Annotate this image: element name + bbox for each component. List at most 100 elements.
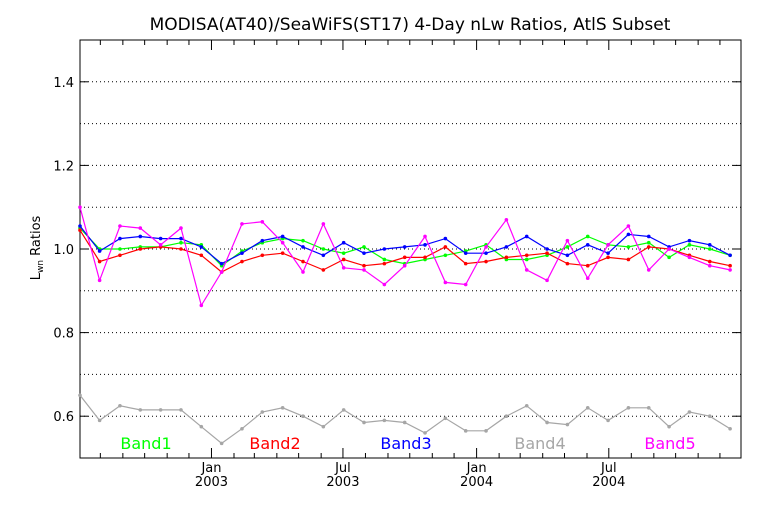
data-point-band1 — [707, 247, 712, 251]
data-point-band3 — [504, 245, 509, 249]
data-point-band5 — [402, 263, 407, 268]
data-point-band4 — [158, 408, 163, 412]
data-point-band3 — [341, 240, 346, 245]
data-point-band4 — [565, 422, 570, 427]
data-point-band1 — [301, 238, 305, 243]
legend-band5: Band5 — [644, 434, 695, 453]
data-point-band1 — [443, 253, 448, 258]
data-point-band3 — [565, 253, 570, 258]
data-point-band2 — [321, 268, 326, 272]
data-point-band1 — [687, 243, 692, 247]
data-point-band2 — [707, 259, 712, 264]
legend-band3: Band3 — [380, 434, 431, 453]
data-point-band3 — [321, 253, 326, 258]
data-point-band4 — [524, 403, 529, 408]
data-point-band2 — [341, 257, 346, 262]
data-point-band1 — [179, 240, 183, 245]
data-point-band5 — [443, 280, 448, 285]
data-point-band4 — [78, 393, 82, 398]
data-point-band3 — [443, 236, 448, 241]
data-point-band5 — [240, 222, 244, 226]
data-point-band3 — [606, 251, 610, 255]
data-point-band2 — [301, 259, 305, 264]
data-point-band2 — [362, 263, 366, 268]
data-point-band4 — [667, 424, 671, 429]
y-tick-label: 1.2 — [53, 159, 74, 174]
data-point-band5 — [484, 245, 488, 249]
data-point-band4 — [402, 420, 407, 425]
data-point-band2 — [504, 255, 509, 260]
data-point-band5 — [321, 222, 326, 226]
legend-band2: Band2 — [249, 434, 300, 453]
data-point-band5 — [118, 224, 122, 228]
data-point-band2 — [606, 255, 610, 260]
data-point-band5 — [707, 263, 712, 268]
data-point-band3 — [280, 234, 285, 239]
data-point-band5 — [382, 282, 387, 287]
data-point-band2 — [565, 261, 570, 266]
data-point-band1 — [646, 240, 651, 245]
data-point-band1 — [667, 255, 671, 260]
data-point-band4 — [219, 441, 224, 446]
data-point-band5 — [463, 282, 468, 287]
legend-band4: Band4 — [514, 434, 565, 453]
data-point-band3 — [78, 224, 82, 228]
data-point-band5 — [78, 205, 82, 209]
data-point-band4 — [362, 420, 366, 425]
data-point-band2 — [179, 247, 183, 251]
data-point-band4 — [687, 410, 692, 414]
y-tick-label: 1.4 — [53, 76, 74, 91]
legend: Band1 Band2 Band3 Band4 Band5 — [120, 434, 695, 453]
data-point-band3 — [646, 234, 651, 239]
data-point-band5 — [646, 268, 651, 272]
data-point-band3 — [301, 245, 305, 249]
data-point-band1 — [565, 245, 570, 249]
data-point-band3 — [585, 243, 590, 247]
data-point-band3 — [626, 232, 631, 237]
data-point-band1 — [362, 245, 366, 249]
data-point-band2 — [280, 251, 285, 255]
data-point-band5 — [219, 270, 224, 274]
data-point-band4 — [179, 408, 183, 412]
data-point-band3 — [687, 238, 692, 243]
data-point-band5 — [362, 268, 366, 272]
data-point-band3 — [219, 261, 224, 266]
data-point-band1 — [585, 234, 590, 239]
data-point-band3 — [463, 251, 468, 255]
data-point-band2 — [199, 253, 204, 258]
data-point-band4 — [118, 403, 122, 408]
data-point-band4 — [382, 418, 387, 423]
data-point-band3 — [423, 243, 427, 247]
data-point-band1 — [118, 247, 122, 251]
y-axis-label-rest: Ratios — [29, 215, 44, 260]
x-tick-label-month: Jan — [200, 461, 221, 476]
data-point-band5 — [565, 238, 570, 243]
data-point-band5 — [301, 270, 305, 274]
data-point-band1 — [382, 257, 387, 262]
data-point-band4 — [626, 406, 631, 410]
data-point-band3 — [199, 245, 204, 249]
data-point-band4 — [423, 431, 427, 435]
data-point-band5 — [179, 226, 183, 230]
data-point-band4 — [260, 410, 265, 414]
data-point-band2 — [545, 251, 549, 255]
data-point-band4 — [199, 424, 204, 429]
data-point-band4 — [585, 406, 590, 410]
data-point-band4 — [240, 426, 244, 431]
data-point-band4 — [97, 418, 102, 423]
y-axis-label-sub: wn — [36, 260, 46, 273]
x-tick-label-year: 2003 — [326, 475, 359, 490]
data-point-band2 — [463, 261, 468, 266]
data-point-band3 — [402, 245, 407, 249]
x-tick-label-month: Jul — [600, 461, 617, 476]
x-tick-label-year: 2003 — [195, 475, 228, 490]
data-point-band5 — [728, 268, 732, 272]
data-point-band4 — [484, 429, 488, 433]
data-point-band2 — [484, 259, 488, 264]
data-point-band3 — [707, 243, 712, 247]
data-point-band3 — [97, 249, 102, 253]
axes: 0.60.81.01.21.4Jan2003Jul2003Jan2004Jul2… — [53, 39, 742, 490]
data-point-band2 — [240, 259, 244, 264]
y-tick-label: 0.6 — [53, 410, 74, 425]
